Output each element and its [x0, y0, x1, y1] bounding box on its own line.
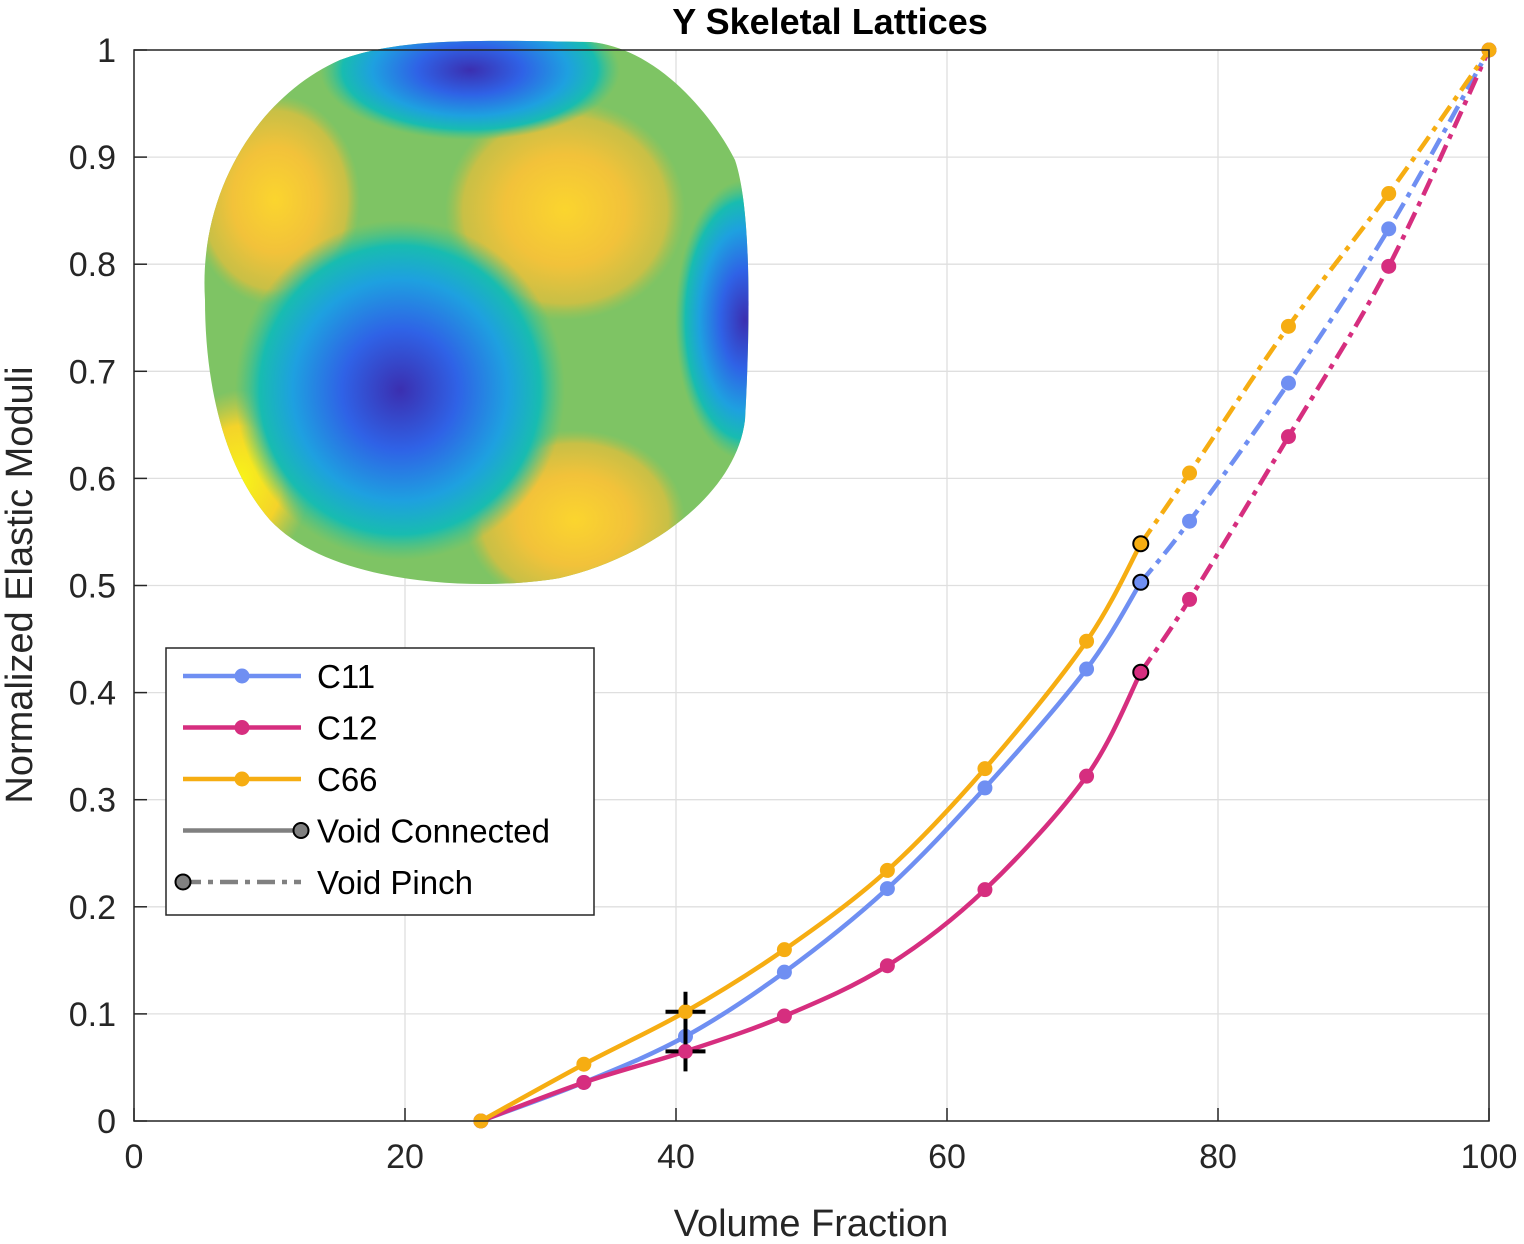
- data-point-c66: [1381, 186, 1397, 202]
- data-point-c11: [879, 881, 895, 897]
- data-point-c12: [677, 1043, 693, 1059]
- data-point-c11: [1079, 661, 1095, 677]
- legend-entry-c12: C12: [183, 710, 378, 747]
- data-point-c12: [576, 1074, 592, 1090]
- data-point-c66: [776, 942, 792, 958]
- plot-area: 0 20 40 60 80 100 0 0.1 0.2 0.3 0.4 0.5 0.6 0.7 0.8 0.9…: [69, 32, 1518, 1176]
- y-tick-label: 0.1: [69, 996, 116, 1034]
- x-tick-label: 40: [657, 1138, 695, 1176]
- annotation-layer: [665, 991, 706, 1072]
- legend-marker-c66: [234, 771, 250, 787]
- y-tick-label: 0.8: [69, 246, 116, 284]
- x-tick-label: 80: [1199, 1138, 1237, 1176]
- legend-label-c11: C11: [317, 658, 375, 695]
- legend-label-void-pinch: Void Pinch: [317, 864, 473, 901]
- x-axis-label: Volume Fraction: [674, 1203, 949, 1244]
- legend-entry-void-pinch: Void Pinch: [174, 864, 473, 901]
- transition-point-c66: [1132, 535, 1150, 553]
- legend-label-c66: C66: [317, 761, 378, 798]
- x-tick-label: 60: [928, 1138, 966, 1176]
- data-point-c66: [677, 1004, 693, 1020]
- legend-entries: C11 C12 C66 Void Connected Void Pinch: [174, 658, 550, 901]
- legend-label-void-connected: Void Connected: [317, 813, 550, 850]
- legend-entry-void-connected: Void Connected: [183, 813, 550, 850]
- legend-marker-void-connected: [292, 822, 310, 839]
- data-point-c11: [776, 964, 792, 980]
- y-tick-label: 0.9: [69, 139, 116, 177]
- data-point-c66: [1280, 318, 1296, 334]
- legend-marker-c11: [234, 668, 250, 684]
- data-point-c12: [1280, 429, 1296, 445]
- legend-marker-void-pinch: [174, 873, 192, 891]
- data-point-c12: [1079, 768, 1095, 784]
- data-point-c66: [1182, 465, 1198, 481]
- transition-point-c11: [1132, 573, 1150, 591]
- x-tick-label: 0: [125, 1138, 144, 1176]
- y-tick-label: 1: [97, 32, 116, 70]
- crosshair-marker: [665, 1031, 706, 1072]
- data-point-c12: [1381, 258, 1397, 274]
- legend-marker-c12: [234, 720, 250, 735]
- data-point-c66: [576, 1056, 592, 1072]
- legend-entry-c66: C66: [183, 761, 378, 798]
- ticks: 0 20 40 60 80 100 0 0.1 0.2 0.3 0.4 0.5 0.6 0.7 0.8 0.9…: [69, 32, 1518, 1176]
- crosshair-marker: [665, 991, 706, 1032]
- y-tick-label: 0.2: [69, 889, 116, 927]
- y-tick-label: 0.7: [69, 353, 116, 391]
- legend-entry-c11: C11: [183, 658, 375, 695]
- legend-label-c12: C12: [317, 710, 378, 747]
- y-tick-label: 0.6: [69, 460, 116, 498]
- series-c66: [473, 42, 1497, 1129]
- x-tick-label: 100: [1461, 1138, 1518, 1176]
- y-tick-label: 0: [97, 1103, 116, 1141]
- y-tick-label: 0.3: [69, 782, 116, 820]
- data-point-c12: [977, 882, 993, 898]
- data-point-c66: [879, 862, 895, 878]
- data-point-c11: [1182, 513, 1198, 529]
- data-point-c66: [1079, 633, 1095, 649]
- x-tick-label: 20: [386, 1138, 424, 1176]
- y-axis-label: Normalized Elastic Moduli: [0, 366, 41, 803]
- series-line-c66-connected: [479, 542, 1143, 1123]
- elastic-surface-sphere-icon: [204, 40, 749, 585]
- data-point-c11: [1381, 221, 1397, 237]
- data-point-c12: [1182, 591, 1198, 607]
- y-tick-label: 0.5: [69, 568, 116, 606]
- data-point-c11: [1280, 375, 1296, 391]
- data-point-c12: [776, 1008, 792, 1024]
- data-point-c12: [879, 958, 895, 974]
- y-tick-label: 0.4: [69, 675, 116, 713]
- data-point-c66: [977, 761, 993, 777]
- legend: C11 C12 C66 Void Connected Void Pinch: [165, 647, 595, 916]
- series-line-c12-connected: [480, 671, 1143, 1124]
- data-point-c11: [977, 780, 993, 796]
- transition-point-c12: [1132, 663, 1150, 681]
- chart-title: Y Skeletal Lattices: [672, 1, 988, 42]
